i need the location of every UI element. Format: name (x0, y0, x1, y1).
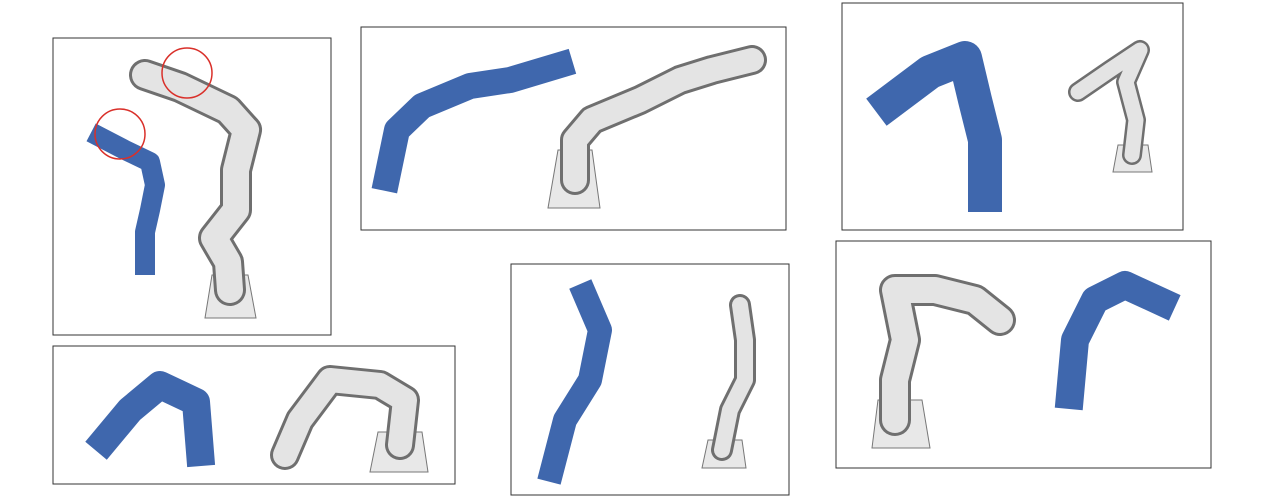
highlight-circle (94, 108, 146, 160)
voxel-arm (537, 279, 612, 485)
panel (510, 263, 790, 496)
voxel-arm (866, 41, 1002, 212)
voxel-arm (1054, 271, 1181, 411)
panel (52, 345, 456, 485)
robot-arm (132, 62, 259, 303)
robot-arm (273, 368, 417, 467)
panel (360, 26, 787, 231)
robot-arm (1070, 42, 1148, 163)
robot-arm (714, 297, 753, 458)
voxel-arm (371, 48, 577, 194)
voxel-arm (86, 123, 165, 275)
panel (52, 37, 332, 336)
robot-arm (563, 48, 764, 192)
panel (841, 2, 1184, 231)
panel (835, 240, 1212, 469)
highlight-circle (161, 47, 213, 99)
voxel-arm (85, 371, 216, 468)
robot-arm (882, 277, 1013, 433)
